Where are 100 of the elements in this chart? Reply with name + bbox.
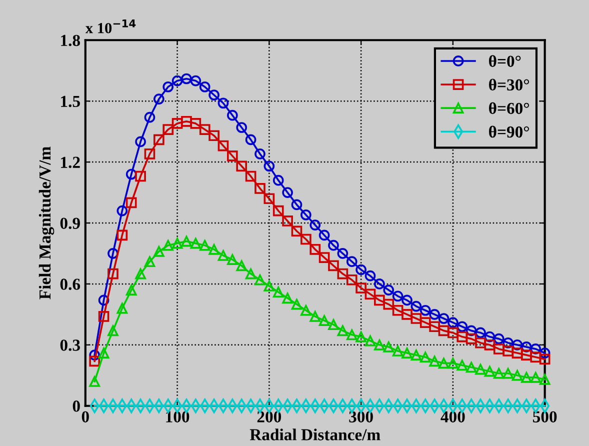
- point: [539, 374, 550, 385]
- point: [181, 236, 192, 247]
- x-tick-label: 100: [166, 411, 190, 422]
- point: [89, 356, 100, 367]
- point: [291, 199, 302, 210]
- point: [236, 260, 248, 272]
- point: [346, 256, 358, 268]
- point: [208, 130, 220, 142]
- point: [429, 356, 440, 367]
- point: [539, 354, 550, 365]
- point: [512, 348, 523, 358]
- x-tick-label: 300: [349, 411, 373, 422]
- legend-label: θ=0°: [488, 55, 521, 67]
- point: [530, 372, 542, 383]
- point: [135, 268, 146, 280]
- point: [272, 286, 284, 298]
- point: [300, 304, 312, 316]
- point: [227, 150, 238, 162]
- point: [245, 268, 256, 280]
- point: [218, 98, 229, 109]
- legend-label: θ=60°: [488, 102, 530, 114]
- point: [530, 352, 542, 363]
- point: [456, 331, 468, 342]
- point: [272, 174, 284, 186]
- point: [236, 122, 248, 133]
- point: [466, 333, 477, 344]
- point: [364, 288, 376, 300]
- point: [264, 160, 275, 172]
- point: [410, 350, 422, 360]
- point: [493, 368, 504, 379]
- point: [135, 136, 146, 148]
- point: [172, 118, 183, 129]
- legend-label: θ=90°: [488, 126, 530, 138]
- point: [383, 342, 394, 352]
- point: [162, 81, 174, 92]
- point: [402, 348, 412, 358]
- point: [493, 333, 504, 344]
- point: [264, 193, 275, 204]
- point: [108, 268, 118, 280]
- point: [116, 230, 128, 241]
- point: [218, 250, 229, 261]
- point: [429, 309, 440, 320]
- point: [512, 370, 523, 381]
- point: [153, 134, 164, 146]
- point: [135, 170, 146, 182]
- point: [374, 294, 385, 306]
- point: [245, 134, 256, 146]
- point: [282, 216, 293, 226]
- point: [346, 274, 358, 286]
- point: [484, 331, 496, 342]
- point: [539, 348, 550, 358]
- point: [402, 294, 412, 306]
- point: [172, 238, 183, 249]
- point: [438, 358, 450, 369]
- y-axis-title: Field Magnitude/V/m: [38, 146, 54, 300]
- point: [98, 348, 110, 358]
- point: [448, 317, 458, 328]
- point: [126, 284, 137, 296]
- point: [98, 311, 110, 322]
- point: [337, 268, 348, 280]
- point: [484, 366, 496, 377]
- y-tick-label: 0.6: [60, 278, 80, 290]
- point: [318, 230, 330, 241]
- point: [356, 282, 366, 294]
- point: [438, 325, 450, 336]
- y-tick-label: 1.2: [61, 156, 80, 168]
- point: [475, 337, 486, 348]
- point: [364, 270, 376, 282]
- point: [328, 240, 339, 251]
- point: [208, 244, 220, 255]
- text: x 10$^{−14}$: [85, 19, 136, 34]
- point: [291, 298, 302, 310]
- point: [153, 246, 164, 257]
- point: [475, 364, 486, 375]
- x-tick-label: 0: [82, 411, 89, 422]
- point: [475, 327, 486, 338]
- point: [346, 329, 358, 340]
- y-tick-label: 0: [72, 400, 80, 412]
- point: [521, 342, 532, 352]
- point: [89, 350, 100, 360]
- point: [512, 339, 523, 350]
- point: [89, 376, 100, 387]
- point: [282, 187, 293, 198]
- point: [364, 335, 376, 346]
- y-tick-label: 1.8: [61, 34, 80, 46]
- point: [484, 339, 496, 350]
- point: [383, 284, 394, 296]
- point: [162, 124, 174, 135]
- point: [493, 344, 504, 354]
- point: [218, 140, 229, 152]
- point: [337, 248, 348, 259]
- point: [420, 352, 431, 363]
- point: [310, 244, 321, 255]
- point: [392, 290, 404, 302]
- point: [530, 344, 542, 354]
- y-tick-label: 1.5: [61, 96, 80, 108]
- point: [236, 160, 248, 172]
- point: [116, 205, 128, 216]
- point: [383, 298, 394, 310]
- point: [126, 168, 137, 180]
